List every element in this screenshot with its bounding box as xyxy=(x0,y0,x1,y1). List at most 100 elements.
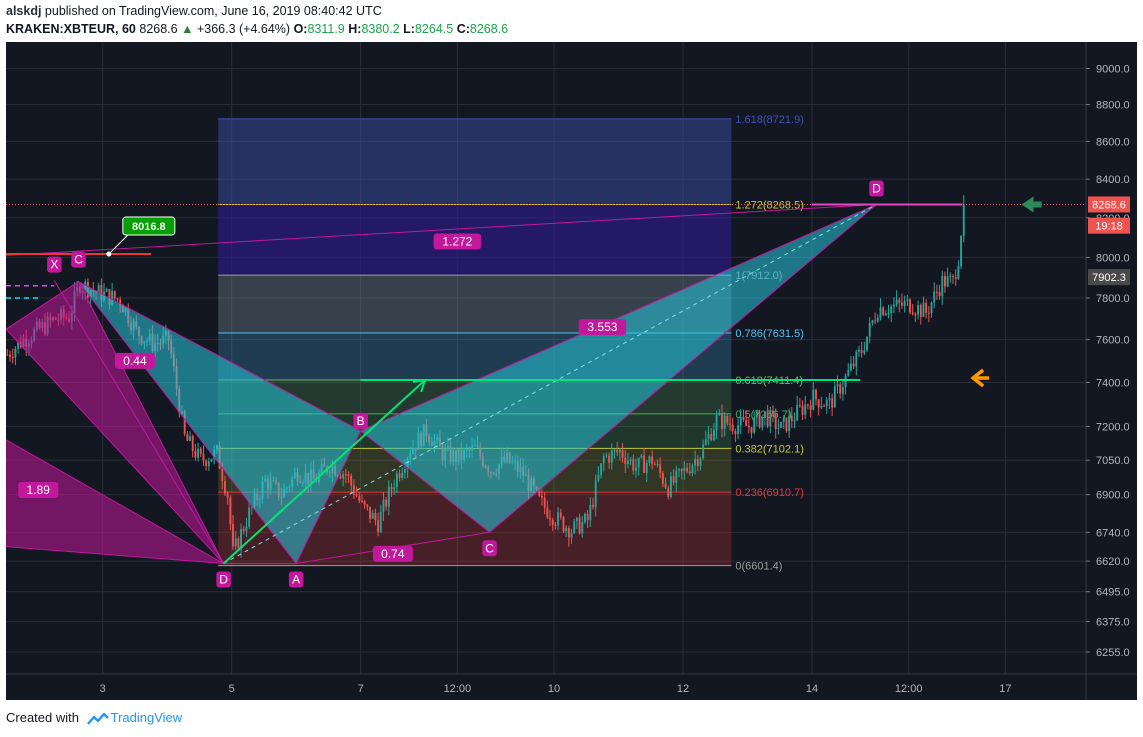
candle-body xyxy=(632,459,635,471)
candle-body xyxy=(584,513,586,523)
x-tick-label: 12:00 xyxy=(895,683,923,695)
point-label-c2: C xyxy=(485,541,494,555)
candle-body xyxy=(97,285,100,293)
candle-body xyxy=(379,511,382,533)
ratio-label-bg xyxy=(18,482,59,499)
candle-body xyxy=(941,275,944,297)
candle-body xyxy=(613,449,616,451)
candle-body xyxy=(594,480,597,508)
green-arrowhead xyxy=(412,378,427,393)
candle-body xyxy=(627,460,629,465)
candle-body xyxy=(205,460,208,466)
point-label-c1: C xyxy=(74,253,83,267)
candle-body xyxy=(882,307,885,316)
y-tick-label: 8400.0 xyxy=(1096,174,1130,186)
price-tag-bg xyxy=(1088,196,1130,213)
candle-body xyxy=(723,415,726,429)
candle-body xyxy=(715,415,718,430)
price-chart[interactable]: 1.618(8721.9)1.272(8268.5)1(7912.0)0.786… xyxy=(5,42,1137,700)
candle-body xyxy=(369,506,371,519)
green-arrow-icon xyxy=(1021,196,1042,213)
candle-body xyxy=(108,289,111,305)
candle-body xyxy=(798,405,801,407)
low-label: L: xyxy=(403,22,415,36)
candle-body xyxy=(194,450,197,458)
candle-body xyxy=(718,413,721,416)
candle-body xyxy=(600,463,603,476)
published-text: published on TradingView.com, June 16, 2… xyxy=(44,4,382,18)
candle-body xyxy=(608,455,611,463)
y-tick-label: 7050.0 xyxy=(1096,455,1130,467)
candle-body xyxy=(224,481,226,494)
open-value: 8311.9 xyxy=(307,22,345,36)
candle-body xyxy=(804,404,807,415)
x-tick-label: 5 xyxy=(229,683,235,695)
candle-body xyxy=(737,425,740,434)
candle-body xyxy=(387,486,390,507)
candle-body xyxy=(592,504,594,508)
ratio-label: 3.553 xyxy=(587,320,617,334)
callout-pointer xyxy=(108,233,130,255)
candle-body xyxy=(809,405,812,410)
point-label-d2-bg xyxy=(869,180,884,197)
candle-body xyxy=(371,512,374,519)
candle-body xyxy=(629,459,632,461)
chart-panel[interactable]: 1.618(8721.9)1.272(8268.5)1(7912.0)0.786… xyxy=(5,42,1137,700)
ratio-label: 1.272 xyxy=(442,234,472,248)
y-tick-label: 7400.0 xyxy=(1096,377,1130,389)
tradingview-brand[interactable]: TradingView xyxy=(110,710,183,725)
point-label-d2: D xyxy=(872,181,881,195)
y-tick-label: 7600.0 xyxy=(1096,335,1130,347)
candle-body xyxy=(772,410,774,415)
candle-body xyxy=(6,354,9,356)
ratio-label-bg xyxy=(114,352,155,369)
x-tick-label: 12:00 xyxy=(444,683,472,695)
candle-body xyxy=(753,417,756,433)
candle-body xyxy=(831,398,834,408)
candle-body xyxy=(699,458,702,466)
candle-body xyxy=(909,299,911,313)
candle-body xyxy=(852,363,855,367)
candle-body xyxy=(610,450,613,463)
candle-body xyxy=(401,472,404,478)
candle-body xyxy=(578,517,581,534)
close-value: 8268.6 xyxy=(469,22,509,36)
candle-body xyxy=(393,487,396,490)
candle-body xyxy=(570,532,573,538)
candle-body xyxy=(898,299,901,303)
orange-arrow-icon xyxy=(970,368,985,388)
y-tick-label: 7200.0 xyxy=(1096,421,1130,433)
candle-body xyxy=(581,522,584,534)
candle-body xyxy=(761,416,764,428)
last-price: 8268.6 xyxy=(139,22,178,36)
candle-body xyxy=(844,375,847,388)
candle-body xyxy=(788,415,791,432)
fib-level-label: 1.272(8268.5) xyxy=(735,199,804,211)
candle-body xyxy=(573,521,576,533)
y-tick-label: 6740.0 xyxy=(1096,527,1130,539)
ratio-label-bg xyxy=(372,545,413,562)
candle-body xyxy=(807,404,809,406)
candle-body xyxy=(232,524,234,547)
footer: Created with TradingView xyxy=(6,710,182,730)
candle-body xyxy=(342,474,345,479)
candle-body xyxy=(704,439,707,445)
candle-body xyxy=(197,448,200,458)
open-label: O: xyxy=(293,22,308,36)
point-label-d1: D xyxy=(219,573,228,587)
candle-body xyxy=(694,459,697,466)
candle-body xyxy=(863,350,866,353)
candle-body xyxy=(390,486,393,490)
candle-body xyxy=(618,449,621,453)
y-tick-label: 8800.0 xyxy=(1096,100,1130,112)
candle-body xyxy=(672,476,675,483)
candle-body xyxy=(815,389,817,400)
candle-body xyxy=(395,473,398,488)
candle-body xyxy=(914,314,917,316)
candle-body xyxy=(696,459,699,466)
fib-level-label: 0.5(7256.7) xyxy=(735,409,791,421)
candle-body xyxy=(589,504,592,521)
candle-body xyxy=(549,517,551,520)
candle-body xyxy=(742,416,745,420)
author-name[interactable]: alskdj xyxy=(6,4,42,18)
